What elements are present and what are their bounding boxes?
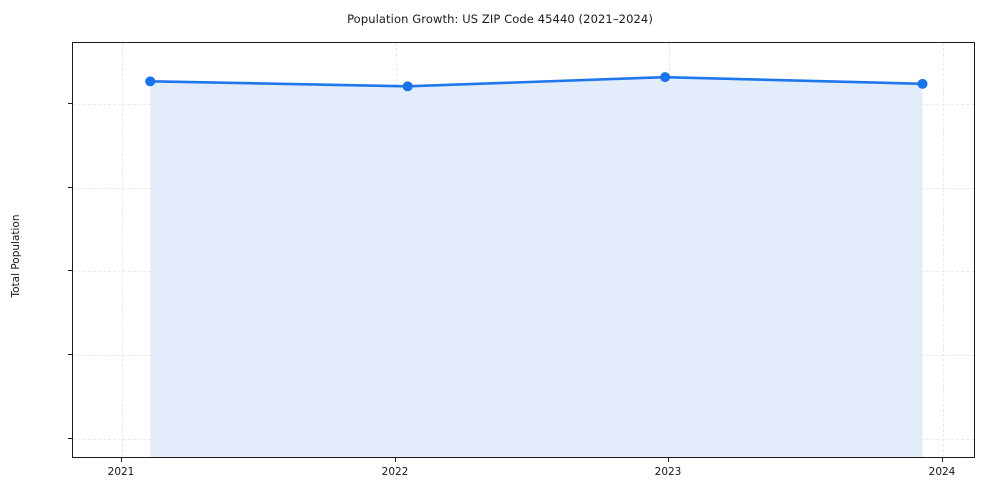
gridline-x-2024 (943, 43, 944, 457)
xtick-label-2021: 2021 (107, 466, 135, 478)
data-point-2024 (917, 78, 928, 89)
xtick-label-2023: 2023 (654, 466, 682, 478)
xtick-label-2024: 2024 (928, 466, 956, 478)
y-axis-label: Total Population (10, 214, 22, 298)
chart-title: Population Growth: US ZIP Code 45440 (20… (347, 12, 653, 26)
xtick-mark-2022 (395, 458, 396, 462)
series-canvas (145, 72, 928, 457)
plot-area (72, 42, 975, 458)
series-markers-total-population (145, 72, 928, 92)
series-line-total-population (148, 75, 924, 88)
xtick-mark-2021 (121, 458, 122, 462)
gridline-x-2021 (122, 43, 123, 457)
xtick-label-2022: 2022 (381, 466, 409, 478)
xtick-mark-2023 (668, 458, 669, 462)
data-point-2022 (402, 81, 413, 92)
xtick-mark-2024 (942, 458, 943, 462)
data-point-2021 (145, 76, 156, 87)
area-fill-total-population (150, 77, 923, 457)
data-point-2023 (660, 72, 671, 83)
